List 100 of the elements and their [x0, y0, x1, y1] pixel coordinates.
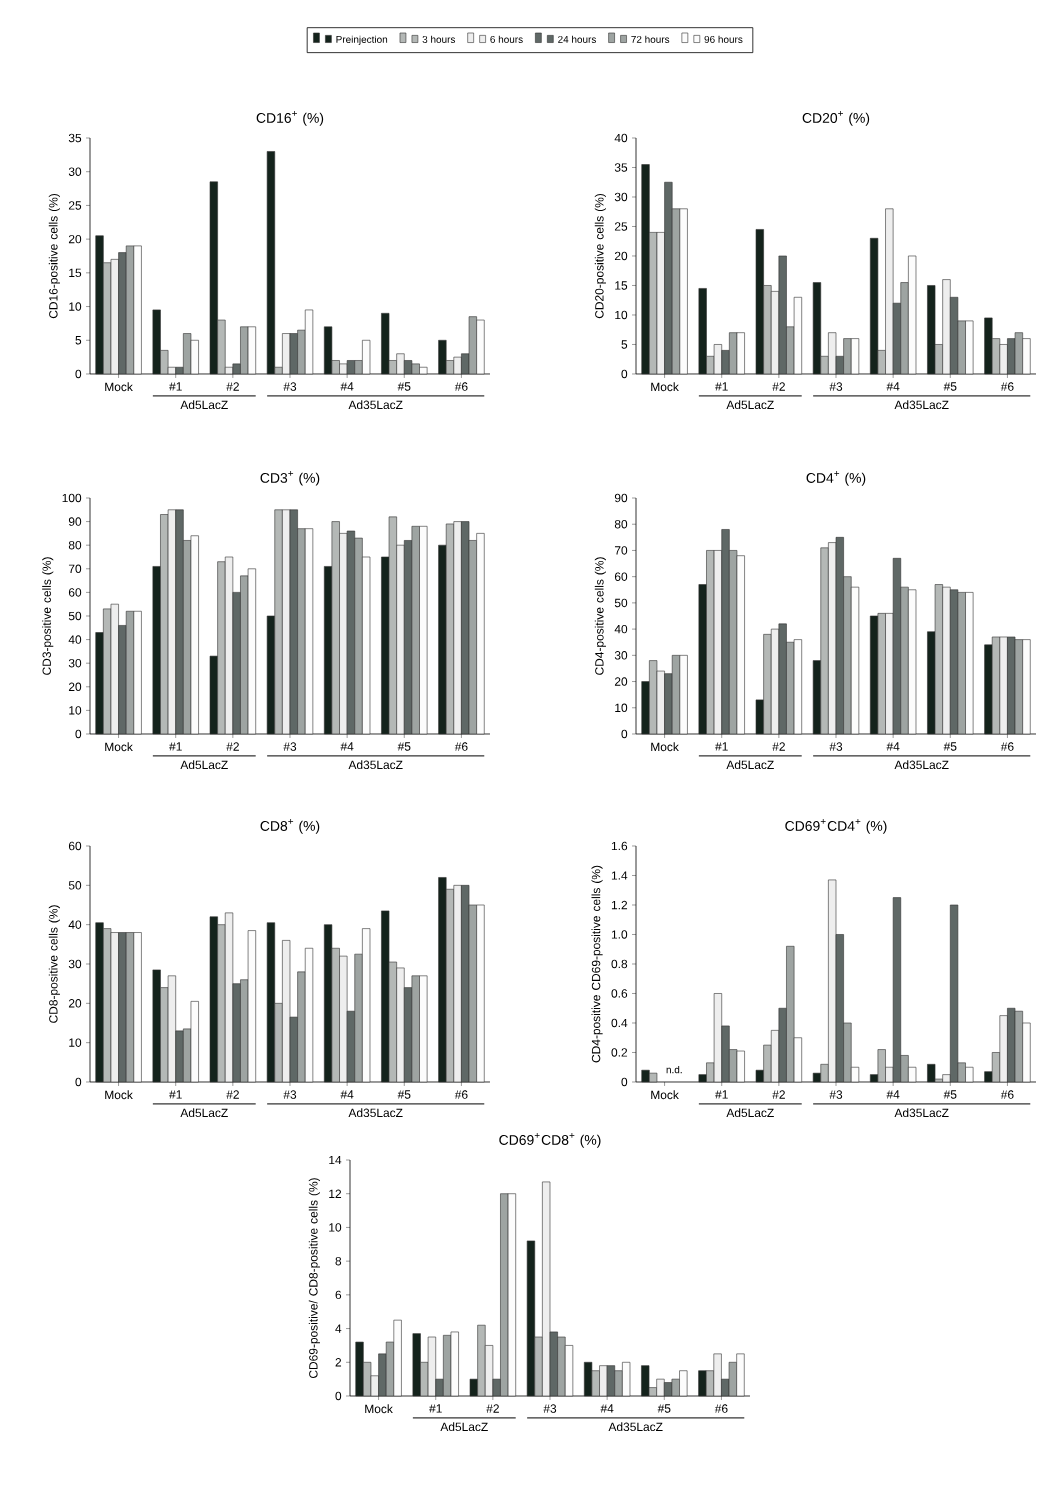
bar	[786, 945, 795, 1083]
bar	[614, 1370, 623, 1397]
bar	[183, 333, 192, 375]
bar	[224, 912, 234, 1083]
bar	[755, 229, 764, 375]
bar	[713, 1353, 722, 1397]
bar	[453, 521, 462, 735]
bar	[984, 317, 993, 375]
bar	[393, 1319, 402, 1397]
bar	[843, 338, 852, 375]
bar	[209, 916, 218, 1083]
bar	[438, 339, 447, 375]
bar	[453, 885, 462, 1083]
bar	[247, 930, 256, 1083]
bar	[835, 537, 844, 735]
bar	[411, 975, 420, 1083]
bar	[828, 332, 837, 375]
bar	[110, 259, 119, 375]
bar	[381, 910, 390, 1083]
bar	[507, 1193, 517, 1397]
bar	[167, 975, 177, 1083]
bar	[453, 356, 462, 375]
bar	[346, 530, 356, 735]
bar	[95, 922, 104, 1083]
bar	[274, 509, 283, 735]
bar	[812, 282, 822, 375]
bar	[217, 561, 226, 735]
bar	[763, 634, 772, 735]
bar	[1014, 332, 1023, 375]
bar	[713, 993, 723, 1083]
bar	[175, 509, 184, 735]
bar	[476, 533, 485, 735]
bar	[381, 313, 390, 375]
bar	[736, 1353, 745, 1397]
bar	[999, 636, 1008, 735]
bar	[224, 556, 234, 735]
bar	[1014, 1010, 1023, 1083]
bar	[190, 339, 199, 375]
bar	[282, 940, 291, 1083]
bar	[346, 360, 356, 375]
bar	[641, 164, 650, 375]
bar	[411, 526, 420, 735]
bar	[679, 655, 688, 735]
bar	[793, 639, 803, 735]
bar	[477, 1324, 486, 1397]
bar	[949, 904, 959, 1083]
bar	[289, 333, 298, 375]
bar	[649, 660, 658, 735]
bar	[908, 589, 917, 735]
bar	[622, 1361, 631, 1397]
bar	[304, 528, 314, 735]
bar	[984, 644, 993, 735]
bar	[362, 928, 371, 1083]
bar	[209, 181, 218, 375]
bar	[942, 586, 951, 735]
bar	[304, 947, 314, 1083]
bar	[542, 1181, 551, 1397]
bar	[133, 610, 142, 735]
bar	[698, 288, 707, 375]
bar	[412, 1333, 421, 1397]
bar	[591, 1370, 600, 1397]
bar	[304, 309, 314, 375]
bar	[110, 932, 119, 1083]
bar	[649, 1072, 658, 1083]
bar	[388, 516, 397, 735]
bar	[396, 967, 405, 1083]
bar	[892, 558, 902, 735]
bar	[133, 932, 142, 1083]
bar	[721, 529, 730, 735]
bar	[476, 904, 485, 1083]
bar	[698, 1370, 707, 1397]
bar	[323, 326, 333, 375]
bar	[728, 1361, 737, 1397]
bar	[1014, 639, 1023, 735]
bar	[663, 1382, 673, 1397]
bar	[95, 235, 104, 375]
bar	[641, 1069, 650, 1083]
bar	[247, 326, 256, 375]
bar	[778, 255, 787, 375]
bar	[850, 338, 860, 375]
bar	[820, 547, 829, 735]
bar	[403, 360, 413, 375]
bar	[468, 316, 477, 375]
bar	[419, 526, 428, 735]
bar	[965, 320, 974, 375]
bar	[354, 537, 363, 735]
bar	[526, 1240, 536, 1397]
bar	[999, 1015, 1008, 1083]
bar	[934, 584, 943, 735]
bar	[557, 1336, 566, 1397]
bar	[411, 363, 420, 375]
bar	[869, 237, 879, 375]
bar	[476, 319, 485, 375]
bar	[1022, 639, 1031, 735]
bar	[957, 592, 966, 735]
bar	[247, 568, 256, 735]
bar	[190, 1001, 199, 1083]
bar	[965, 592, 974, 735]
bar	[671, 1378, 680, 1397]
bar	[419, 366, 428, 375]
